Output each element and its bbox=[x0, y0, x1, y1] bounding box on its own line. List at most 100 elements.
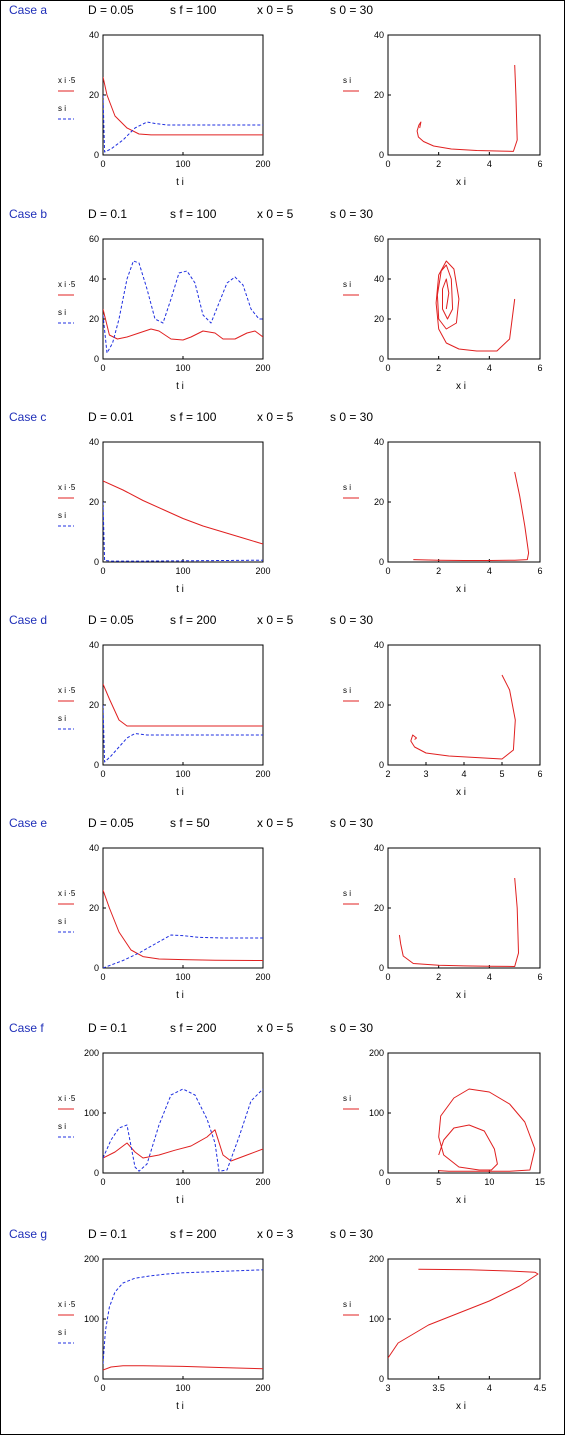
x-axis-label: t i bbox=[176, 584, 184, 595]
case-parameter: s f = 50 bbox=[170, 816, 210, 830]
y-tick-label: 20 bbox=[374, 314, 384, 324]
plot-frame bbox=[102, 1258, 264, 1380]
x-tick-label: 4 bbox=[487, 363, 492, 373]
plot-frame bbox=[102, 238, 264, 360]
y-tick-label: 0 bbox=[94, 557, 99, 567]
x-tick-label: 4 bbox=[487, 566, 492, 576]
case-plots: 0 20 40 0 100 200 t i x i ·5 s i 0 20 40 2 3 4 5 6 x i s i bbox=[58, 640, 543, 798]
y-tick-label: 20 bbox=[374, 903, 384, 913]
x-tick-label: 15 bbox=[535, 1177, 545, 1187]
x-tick-label: 6 bbox=[537, 769, 542, 779]
series-line-s bbox=[103, 260, 263, 354]
y-tick-label: 40 bbox=[89, 843, 99, 853]
x-tick-label: 0 bbox=[100, 159, 105, 169]
x-axis-label: x i bbox=[456, 990, 466, 1001]
case-plots: 0 20 40 60 0 100 200 t i x i ·5 s i 0 20 40 60 0 2 4 6 x i… bbox=[58, 234, 543, 392]
plot-frame bbox=[387, 441, 541, 563]
y-tick-label: 0 bbox=[379, 354, 384, 364]
time-plot: 0 100 200 0 100 200 t i x i ·5 s i bbox=[58, 1048, 271, 1206]
x-axis-label: t i bbox=[176, 1195, 184, 1206]
plot-frame bbox=[102, 441, 264, 563]
x-tick-label: 100 bbox=[175, 972, 190, 982]
case-plots: 0 20 40 0 100 200 t i x i ·5 s i 0 20 40 0 2 4 6 x i s i bbox=[58, 843, 543, 1001]
x-tick-label: 2 bbox=[436, 363, 441, 373]
case-parameter: D = 0.05 bbox=[88, 613, 134, 627]
x-tick-label: 6 bbox=[537, 566, 542, 576]
case-parameter: s f = 100 bbox=[170, 207, 217, 221]
x-tick-label: 0 bbox=[100, 566, 105, 576]
case-parameter: D = 0.1 bbox=[88, 1227, 128, 1241]
y-tick-label: 60 bbox=[89, 234, 99, 244]
x-tick-label: 6 bbox=[537, 363, 542, 373]
phase-plot: 0 20 40 0 2 4 6 x i s i bbox=[343, 30, 543, 188]
plot-frame bbox=[102, 1052, 264, 1174]
legend-label: x i ·5 bbox=[58, 889, 76, 898]
y-tick-label: 20 bbox=[374, 90, 384, 100]
time-plot: 0 20 40 0 100 200 t i x i ·5 s i bbox=[58, 843, 271, 1001]
y-tick-label: 20 bbox=[374, 497, 384, 507]
x-tick-label: 200 bbox=[255, 972, 270, 982]
x-axis-label: t i bbox=[176, 990, 184, 1001]
y-tick-label: 200 bbox=[369, 1048, 384, 1058]
x-tick-label: 2 bbox=[436, 972, 441, 982]
x-tick-label: 5 bbox=[436, 1177, 441, 1187]
time-plot: 0 20 40 0 100 200 t i x i ·5 s i bbox=[58, 30, 271, 188]
y-tick-label: 60 bbox=[374, 234, 384, 244]
y-tick-label: 40 bbox=[89, 274, 99, 284]
case-label: Case d bbox=[9, 613, 48, 627]
case-panel: Case f D = 0.1 s f = 200 x 0 = 5 s 0 = 30 0 10… bbox=[0, 1018, 565, 1223]
x-tick-label: 200 bbox=[255, 1383, 270, 1393]
y-tick-label: 0 bbox=[379, 557, 384, 567]
x-tick-label: 200 bbox=[255, 1177, 270, 1187]
y-tick-label: 40 bbox=[374, 274, 384, 284]
case-plots: 0 20 40 0 100 200 t i x i ·5 s i 0 20 40 0 2 4 6 x i s i bbox=[58, 437, 543, 595]
x-axis-label: x i bbox=[456, 1195, 466, 1206]
legend-label: s i bbox=[58, 1328, 66, 1337]
case-parameter: s f = 100 bbox=[170, 410, 217, 424]
case-parameter: s f = 200 bbox=[170, 613, 217, 627]
x-axis-label: x i bbox=[456, 1401, 466, 1412]
y-tick-label: 40 bbox=[89, 437, 99, 447]
series-line-x bbox=[103, 76, 263, 136]
series-line-x bbox=[103, 1365, 263, 1371]
case-parameter: D = 0.01 bbox=[88, 410, 134, 424]
x-axis-label: x i bbox=[456, 381, 466, 392]
legend-label: s i bbox=[343, 483, 351, 492]
case-label: Case c bbox=[9, 410, 47, 424]
case-label: Case a bbox=[9, 3, 48, 17]
x-tick-label: 3 bbox=[385, 1383, 390, 1393]
x-tick-label: 0 bbox=[385, 972, 390, 982]
y-tick-label: 40 bbox=[374, 30, 384, 40]
time-plot: 0 20 40 0 100 200 t i x i ·5 s i bbox=[58, 437, 271, 595]
y-tick-label: 100 bbox=[369, 1108, 384, 1118]
x-tick-label: 0 bbox=[385, 363, 390, 373]
y-tick-label: 200 bbox=[84, 1048, 99, 1058]
x-axis-label: t i bbox=[176, 177, 184, 188]
legend-label: x i ·5 bbox=[58, 280, 76, 289]
series-line-s bbox=[103, 501, 263, 562]
series-line-s bbox=[103, 94, 263, 153]
case-plots: 0 100 200 0 100 200 t i x i ·5 s i 0 100 200 3 3.5 4 4.… bbox=[58, 1254, 546, 1412]
x-tick-label: 3.5 bbox=[432, 1383, 445, 1393]
legend-label: s i bbox=[343, 1094, 351, 1103]
x-tick-label: 10 bbox=[484, 1177, 494, 1187]
x-tick-label: 2 bbox=[436, 159, 441, 169]
case-parameter: s 0 = 30 bbox=[330, 1021, 374, 1035]
x-tick-label: 0 bbox=[385, 159, 390, 169]
case-parameter: s f = 100 bbox=[170, 3, 217, 17]
case-parameter: s 0 = 30 bbox=[330, 3, 374, 17]
x-tick-label: 0 bbox=[100, 1383, 105, 1393]
series-line-x bbox=[103, 889, 263, 961]
series-line-x bbox=[103, 683, 263, 727]
legend-label: s i bbox=[343, 889, 351, 898]
legend-label: s i bbox=[343, 686, 351, 695]
x-axis-label: t i bbox=[176, 1401, 184, 1412]
case-parameter: D = 0.1 bbox=[88, 1021, 128, 1035]
x-tick-label: 0 bbox=[100, 769, 105, 779]
case-parameter: D = 0.05 bbox=[88, 816, 134, 830]
y-tick-label: 0 bbox=[379, 963, 384, 973]
case-parameter: D = 0.1 bbox=[88, 207, 128, 221]
case-label: Case e bbox=[9, 816, 48, 830]
